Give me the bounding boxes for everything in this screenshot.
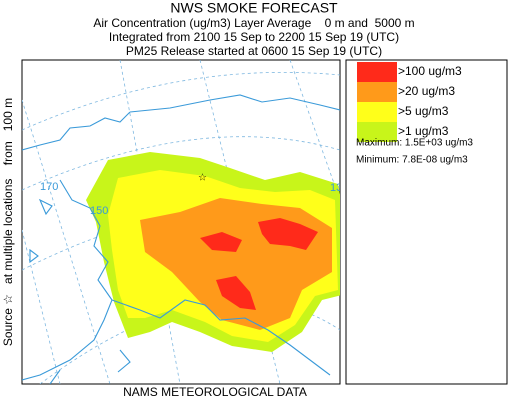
legend-min: Minimum: 7.8E-08 ug/m3 [356, 155, 468, 166]
source-marker: ☆ [198, 173, 207, 184]
legend-label: >100 ug/m3 [398, 64, 462, 78]
contour-100 [258, 218, 318, 250]
legend-swatch [357, 62, 397, 82]
grid-label: 150 [90, 205, 108, 217]
title: NWS SMOKE FORECAST [170, 0, 338, 16]
grid-label: 130 [330, 182, 348, 194]
coastline [22, 94, 340, 384]
legend-max: Maximum: 1.5E+03 ug/m3 [356, 138, 473, 149]
legend-label: >5 ug/m3 [398, 104, 449, 118]
legend: >100 ug/m3 >20 ug/m3 >5 ug/m3 >1 ug/m3 Maxi… [345, 59, 508, 385]
subtitle: Integrated from 2100 15 Sep to 2200 15 S… [109, 30, 399, 44]
legend-swatch [357, 82, 397, 102]
legend-label: >1 ug/m3 [398, 124, 449, 138]
legend-label: >20 ug/m3 [398, 84, 455, 98]
footer: NAMS METEOROLOGICAL DATA [123, 385, 307, 399]
legend-swatch [357, 102, 397, 122]
contour-100 [200, 232, 242, 252]
grid-label: 170 [40, 181, 58, 193]
subtitle: PM25 Release started at 0600 15 Sep 19 (… [126, 44, 382, 58]
subtitle: Air Concentration (ug/m3) Layer Average … [93, 16, 414, 30]
map: 170 150 130 ☆ [21, 59, 348, 385]
source-label: Source ☆ at multiple locations from 100 … [1, 98, 15, 346]
legend-swatch [357, 122, 397, 142]
contour-100 [216, 276, 256, 310]
